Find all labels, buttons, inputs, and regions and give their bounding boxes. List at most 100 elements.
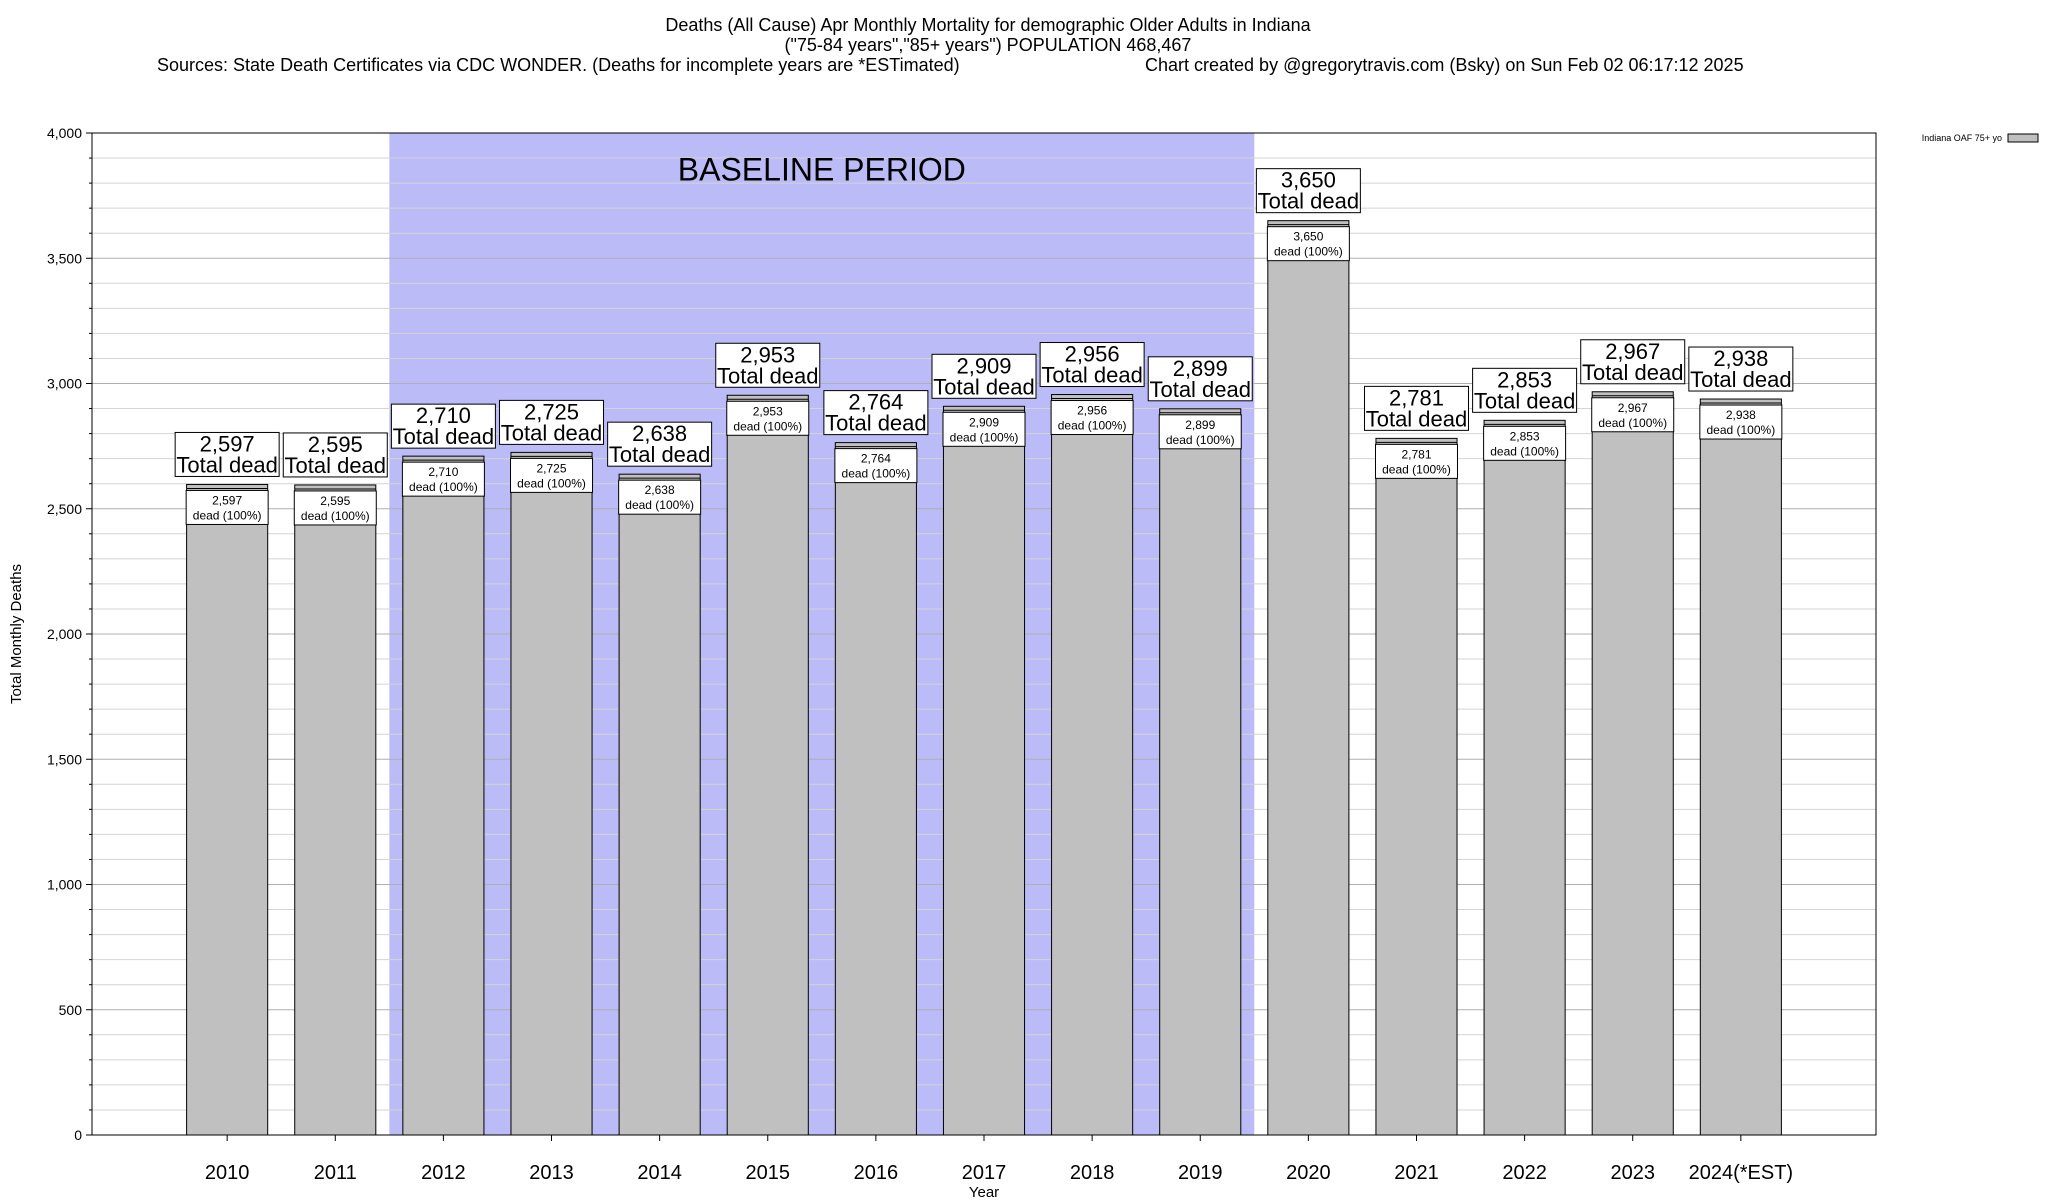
bar-inner-value: 2,725 bbox=[536, 461, 566, 475]
bar-inner-label: dead (100%) bbox=[1274, 245, 1343, 259]
bar-total-label-box bbox=[931, 353, 1037, 399]
y-tick-label: 3,500 bbox=[47, 250, 82, 266]
bar-total-label: Total dead bbox=[1258, 189, 1360, 214]
bar-total-label-box bbox=[1363, 385, 1469, 431]
bar bbox=[942, 405, 1026, 1136]
bar bbox=[1591, 391, 1674, 1136]
bar-inner-label: dead (100%) bbox=[1166, 433, 1235, 447]
bar-inner-label-box bbox=[618, 479, 702, 515]
bar-inner-label: dead (100%) bbox=[842, 467, 911, 481]
bar-inner-value: 2,909 bbox=[969, 415, 999, 429]
bar-total-label: Total dead bbox=[1366, 406, 1468, 431]
legend-swatch bbox=[2007, 133, 2039, 143]
bar-total-label: Total dead bbox=[285, 453, 387, 478]
bar-inner-label-box bbox=[185, 489, 269, 525]
bar-inner-label: dead (100%) bbox=[625, 498, 694, 512]
legend-entry-label: Indiana OAF 75+ yo bbox=[1922, 133, 2002, 143]
bar-total-label-box bbox=[715, 342, 821, 388]
y-tick-label: 4,000 bbox=[47, 125, 82, 141]
bar-total-label: Total dead bbox=[933, 374, 1035, 399]
bar-total-value: 2,710 bbox=[416, 403, 471, 428]
bar-total-label: Total dead bbox=[717, 363, 819, 388]
bar-inner-label-box bbox=[1266, 226, 1350, 262]
bar-inner-label: dead (100%) bbox=[1706, 423, 1775, 437]
bar-inner-value: 2,597 bbox=[212, 493, 242, 507]
bar-inner-label: dead (100%) bbox=[1490, 444, 1559, 458]
y-tick-label: 500 bbox=[59, 1002, 83, 1018]
bar-inner-label: dead (100%) bbox=[1382, 462, 1451, 476]
bar-total-label-box bbox=[607, 421, 713, 467]
bar bbox=[402, 455, 485, 1136]
bar-total-label-box bbox=[499, 399, 605, 445]
bar-inner-label-box bbox=[1374, 443, 1458, 479]
bar-inner-label-box bbox=[510, 457, 594, 493]
bar-total-label: Total dead bbox=[1149, 377, 1251, 402]
bar-total-value: 2,597 bbox=[200, 431, 255, 456]
bar-inner-value: 2,638 bbox=[645, 483, 675, 497]
bar bbox=[1267, 220, 1350, 1136]
bar-total-label-box bbox=[1255, 168, 1361, 214]
bar-inner-label-box bbox=[942, 411, 1026, 447]
x-tick-label: 2012 bbox=[421, 1162, 466, 1184]
bar-total-label-box bbox=[1472, 367, 1578, 413]
x-axis-label: Year bbox=[969, 1184, 999, 1200]
bar bbox=[1483, 419, 1566, 1136]
bar-total-value: 2,909 bbox=[956, 353, 1011, 378]
bar-inner-value: 2,764 bbox=[861, 452, 891, 466]
baseline-period-label: BASELINE PERIOD bbox=[678, 152, 966, 188]
bar-total-label: Total dead bbox=[1690, 367, 1792, 392]
bar bbox=[834, 442, 917, 1136]
bar-total-value: 2,967 bbox=[1605, 339, 1660, 364]
x-tick-label: 2019 bbox=[1178, 1162, 1223, 1184]
y-tick-label: 3,000 bbox=[47, 376, 82, 392]
title-line-1: Deaths (All Cause) Apr Monthly Mortality… bbox=[665, 15, 1311, 35]
legend: Indiana OAF 75+ yo bbox=[1922, 133, 2039, 143]
bar bbox=[186, 483, 269, 1136]
y-tick-label: 2,500 bbox=[47, 501, 82, 517]
bar-inner-value: 3,650 bbox=[1293, 230, 1323, 244]
y-axis-label: Total Monthly Deaths bbox=[8, 564, 25, 704]
axes: 0 500 1,000 1,500 2,000 2,500 3,000 3,500 4,000 bbox=[47, 125, 1877, 1143]
y-tick-label: 1,500 bbox=[47, 751, 82, 767]
bar bbox=[1051, 394, 1134, 1136]
bar-total-label: Total dead bbox=[1582, 360, 1684, 385]
bar-inner-label: dead (100%) bbox=[1598, 416, 1667, 430]
bar-inner-label: dead (100%) bbox=[301, 509, 370, 523]
bar-total-value: 2,853 bbox=[1497, 367, 1552, 392]
x-tick-label: 2018 bbox=[1070, 1162, 1115, 1184]
x-tick-label: 2020 bbox=[1286, 1162, 1331, 1184]
bar-inner-value: 2,899 bbox=[1185, 418, 1215, 432]
y-tick-label: 1,000 bbox=[47, 877, 82, 893]
bar-total-value: 2,781 bbox=[1389, 385, 1444, 410]
bar-inner-label-box bbox=[1699, 404, 1783, 440]
bar-inner-label-box bbox=[1050, 400, 1134, 436]
x-tick-label: 2014 bbox=[637, 1162, 682, 1184]
bar-inner-value: 2,710 bbox=[428, 465, 458, 479]
bar-total-value: 2,899 bbox=[1173, 356, 1228, 381]
bar-inner-label-box bbox=[1483, 425, 1567, 461]
bar-total-value: 2,725 bbox=[524, 399, 579, 424]
bar-inner-label: dead (100%) bbox=[1058, 419, 1127, 433]
bar-inner-label-box bbox=[726, 400, 810, 436]
bar bbox=[1375, 437, 1458, 1136]
title-line-3-sources: Sources: State Death Certificates via CD… bbox=[157, 55, 960, 75]
bar-total-label: Total dead bbox=[1474, 388, 1576, 413]
bar-total-label: Total dead bbox=[609, 442, 711, 467]
x-tick-label: 2017 bbox=[962, 1162, 1007, 1184]
x-tick-label: 2010 bbox=[205, 1162, 250, 1184]
y-tick-label: 0 bbox=[74, 1127, 82, 1143]
bar-inner-label: dead (100%) bbox=[733, 419, 802, 433]
bar-inner-value: 2,956 bbox=[1077, 404, 1107, 418]
bar-total-label-box bbox=[1039, 342, 1145, 388]
bar-inner-value: 2,853 bbox=[1510, 429, 1540, 443]
bar-total-label-box bbox=[174, 431, 280, 477]
chart-title: Deaths (All Cause) Apr Monthly Mortality… bbox=[157, 15, 1744, 75]
bar-inner-label-box bbox=[1158, 414, 1242, 450]
bar-inner-label-box bbox=[834, 448, 918, 484]
bar-total-label-box bbox=[282, 432, 388, 478]
x-tick-label: 2011 bbox=[314, 1162, 357, 1184]
bar bbox=[618, 473, 701, 1136]
bar-total-label-box bbox=[1580, 339, 1686, 385]
bar-inner-label-box bbox=[401, 461, 485, 497]
